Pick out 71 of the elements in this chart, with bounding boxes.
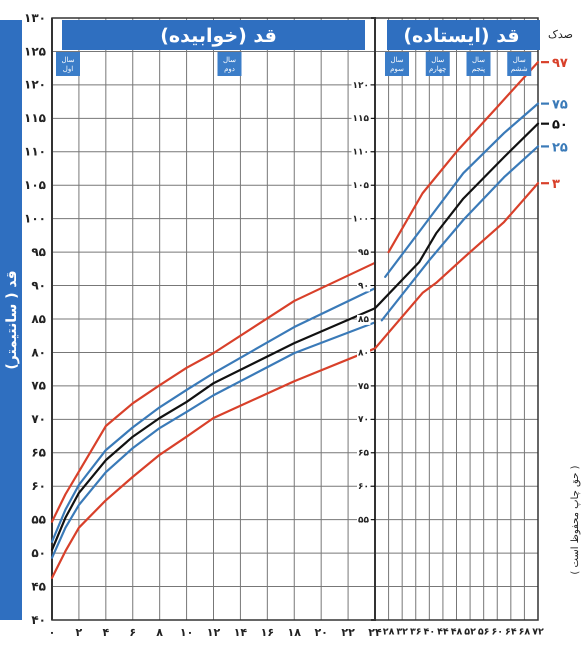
y-tick-label: ۱۲۰ <box>24 78 46 92</box>
x-tick-label: ۶ <box>129 626 136 639</box>
x-tick-label: ۵۶ <box>478 626 490 638</box>
y-tick-label: ۸۰ <box>358 348 369 358</box>
y-tick-label: ۵۰ <box>31 546 46 560</box>
chart-title: قد (خوابیده) <box>160 25 277 47</box>
x-tick-label: ۲۰ <box>314 626 328 639</box>
y-tick-label: ۷۵ <box>31 378 46 393</box>
y-tick-label: ۷۰ <box>358 415 369 426</box>
legend-label: ۳ <box>552 177 560 192</box>
legend-title: صدک <box>548 28 573 41</box>
y-tick-label: ۶۵ <box>31 446 46 460</box>
y-tick-label: ۱۱۵ <box>24 111 46 126</box>
y-tick-label: ۴۰ <box>31 612 46 627</box>
y-axis-title: قد ( سانتیمتر) <box>4 270 20 370</box>
x-tick-label: ۴۴ <box>437 626 449 638</box>
x-tick-label: ۱۰ <box>180 626 194 639</box>
x-tick-label: ۵۲ <box>464 626 476 638</box>
y-tick-label: ۵۵ <box>358 516 370 526</box>
y-tick-label: ۱۰۰ <box>352 214 369 225</box>
y-tick-label: ۹۰ <box>358 281 369 292</box>
x-tick-label: ۱۸ <box>288 626 302 639</box>
y-tick-label: ۱۱۰ <box>352 148 369 158</box>
x-tick-label: ۴۰ <box>424 626 436 638</box>
y-tick-label: ۵۵ <box>31 512 46 527</box>
x-tick-label: ۱۴ <box>234 626 248 639</box>
y-tick-label: ۸۰ <box>31 345 46 360</box>
y-tick-label: ۶۵ <box>358 448 370 459</box>
y-tick-label: ۱۰۵ <box>24 178 46 192</box>
x-tick-label: ۳۶ <box>410 626 422 638</box>
header-banner: قد (خوابیده) <box>62 20 365 50</box>
x-tick-label: ۱۲ <box>206 626 220 639</box>
x-tick-label: ۲ <box>76 626 83 639</box>
x-tick-label: ۲۲ <box>341 626 356 639</box>
header-banner: قد (ایستاده) <box>387 20 540 50</box>
text: ( حق چاپ محفوظ است ) <box>570 465 581 575</box>
legend-label: ۵۰ <box>552 118 568 133</box>
y-tick-label: ۱۳۰ <box>24 10 46 25</box>
y-tick-label: ۴۵ <box>31 579 46 594</box>
x-tick-label: ۴۸ <box>450 626 462 638</box>
x-tick-label: ۸ <box>156 626 164 639</box>
y-tick-label: ۱۱۰ <box>24 144 46 159</box>
y-tick-label: ۷۰ <box>31 412 46 426</box>
y-tick-label: ۷۵ <box>358 382 370 392</box>
x-tick-label: ۲۸ <box>382 626 395 638</box>
x-tick-label: ۷۲ <box>532 626 544 638</box>
x-tick-label: ۳۲ <box>396 626 408 638</box>
y-tick-label: ۶۰ <box>358 482 369 492</box>
legend-label: ۲۵ <box>552 140 568 156</box>
y-tick-label: ۱۱۵ <box>352 114 370 124</box>
y-tick-label: ۸۵ <box>358 314 370 325</box>
legend-label: ۷۵ <box>552 98 568 113</box>
x-tick-label: ۲۴ <box>368 626 382 639</box>
chart-title: قد (ایستاده) <box>403 25 520 47</box>
y-tick-label: ۹۰ <box>31 278 46 292</box>
label-banner: قد ( سانتیمتر) <box>0 20 22 620</box>
x-tick-label: ۶۰ <box>491 626 504 638</box>
y-tick-label: ۱۰۵ <box>352 181 370 192</box>
y-tick-label: ۶۰ <box>31 479 46 494</box>
x-tick-label: ۴ <box>102 626 110 639</box>
x-tick-label: ۱۶ <box>260 626 274 639</box>
x-tick-label: ۶۴ <box>505 626 517 638</box>
y-tick-label: ۹۵ <box>358 248 370 258</box>
legend-label: ۹۷ <box>552 56 568 72</box>
y-tick-label: ۱۲۰ <box>352 80 369 91</box>
y-tick-label: ۱۲۵ <box>24 44 46 58</box>
x-tick-label: ۰ <box>48 626 56 639</box>
y-tick-label: ۸۵ <box>31 312 46 326</box>
y-tick-label: ۱۰۰ <box>24 212 46 226</box>
y-tick-label: ۹۵ <box>31 244 46 259</box>
x-tick-label: ۶۸ <box>518 626 530 638</box>
